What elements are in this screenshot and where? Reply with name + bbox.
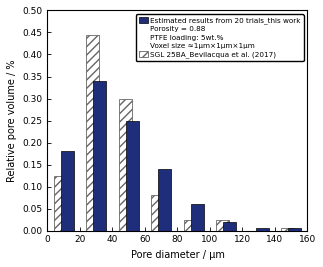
Bar xyxy=(54,176,67,231)
Bar xyxy=(61,151,74,231)
Legend: Estimated results from 20 trials_this work, Porosity = 0.88, PTFE loading: 5wt.%: Estimated results from 20 trials_this wo… xyxy=(136,14,304,61)
Bar xyxy=(256,229,269,231)
Bar xyxy=(224,222,236,231)
Bar xyxy=(126,120,139,231)
Bar xyxy=(216,220,229,231)
Bar xyxy=(119,99,131,231)
Bar xyxy=(183,220,197,231)
Bar xyxy=(158,169,172,231)
Bar xyxy=(281,229,294,231)
Y-axis label: Relative pore volume / %: Relative pore volume / % xyxy=(7,59,17,182)
Bar xyxy=(151,195,164,231)
Bar xyxy=(191,204,204,231)
X-axis label: Pore diameter / μm: Pore diameter / μm xyxy=(130,250,224,260)
Bar xyxy=(288,229,301,231)
Bar xyxy=(86,35,99,231)
Bar xyxy=(93,81,106,231)
